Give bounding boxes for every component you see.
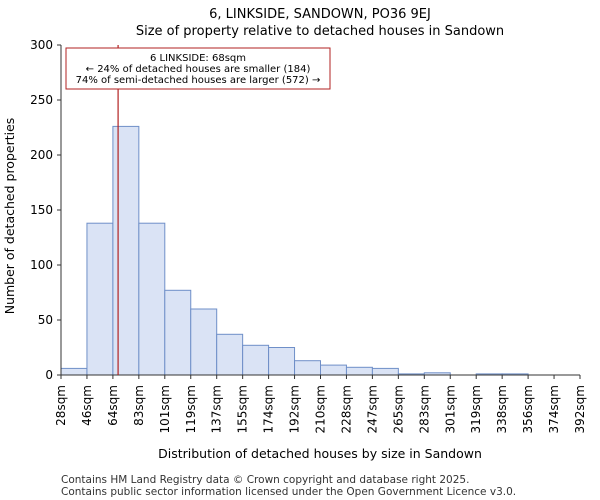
x-axis-label: Distribution of detached houses by size … [158, 446, 482, 461]
y-tick-label: 200 [30, 148, 53, 162]
bar-64sqm [112, 125, 140, 376]
x-tick-label: 64sqm [106, 385, 120, 426]
x-tick-label: 155sqm [236, 385, 250, 433]
bar-101sqm [164, 289, 192, 376]
footer: Contains HM Land Registry data © Crown c… [61, 474, 516, 498]
bars-group [60, 125, 529, 376]
annotation-line-3: 74% of semi-detached houses are larger (… [76, 75, 321, 86]
x-tick-label: 28sqm [54, 385, 68, 426]
x-tick-label: 137sqm [210, 385, 224, 433]
x-tick-label: 192sqm [288, 385, 302, 433]
y-tick-label: 300 [30, 38, 53, 52]
annotation-line-1: 6 LINKSIDE: 68sqm [150, 53, 246, 64]
x-tick-label: 338sqm [495, 385, 509, 433]
annotation-line-2: ← 24% of detached houses are smaller (18… [86, 64, 311, 75]
y-tick-label: 150 [30, 203, 53, 217]
bar-155sqm [242, 344, 270, 376]
y-tick-label: 50 [38, 313, 53, 327]
y-axis-label: Number of detached properties [2, 118, 17, 315]
bar-119sqm [190, 308, 218, 376]
y-tick-label: 250 [30, 93, 53, 107]
x-tick-label: 356sqm [521, 385, 535, 433]
x-tick-label: 210sqm [314, 385, 328, 433]
x-tick-label: 101sqm [158, 385, 172, 433]
x-tick-label: 319sqm [469, 385, 483, 433]
bar-210sqm [320, 364, 347, 376]
x-tick-label: 46sqm [80, 385, 94, 426]
y-axis: 0 50 100 150 200 250 300 [30, 38, 62, 382]
y-tick-label: 0 [45, 368, 53, 382]
x-tick-label: 174sqm [262, 385, 276, 433]
bar-247sqm [371, 367, 399, 376]
bar-83sqm [138, 222, 166, 376]
y-tick-label: 100 [30, 258, 53, 272]
x-tick-label: 83sqm [132, 385, 146, 426]
footer-line-1: Contains HM Land Registry data © Crown c… [61, 474, 470, 486]
x-tick-label: 283sqm [417, 385, 431, 433]
bar-28sqm [60, 367, 88, 376]
bar-174sqm [268, 347, 296, 376]
bar-228sqm [345, 366, 373, 376]
x-tick-label: 228sqm [339, 385, 353, 433]
bar-46sqm [86, 222, 114, 376]
chart-subtitle: Size of property relative to detached ho… [136, 24, 504, 39]
x-tick-label: 119sqm [184, 385, 198, 433]
x-tick-label: 392sqm [573, 385, 587, 433]
x-tick-label: 374sqm [547, 385, 561, 433]
bar-192sqm [294, 360, 321, 376]
x-tick-label: 247sqm [365, 385, 379, 433]
x-tick-label: 301sqm [443, 385, 457, 433]
chart-title: 6, LINKSIDE, SANDOWN, PO36 9EJ [209, 7, 431, 22]
annotation-box: 6 LINKSIDE: 68sqm ← 24% of detached hous… [65, 47, 331, 90]
x-axis: 28sqm 46sqm 64sqm 83sqm 101sqm 119sqm 137sqm 15… [54, 374, 587, 433]
bar-137sqm [216, 333, 244, 376]
x-tick-label: 265sqm [391, 385, 405, 433]
footer-line-2: Contains public sector information licen… [61, 486, 517, 498]
